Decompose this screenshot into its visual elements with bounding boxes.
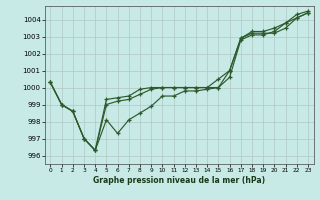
X-axis label: Graphe pression niveau de la mer (hPa): Graphe pression niveau de la mer (hPa) xyxy=(93,176,265,185)
